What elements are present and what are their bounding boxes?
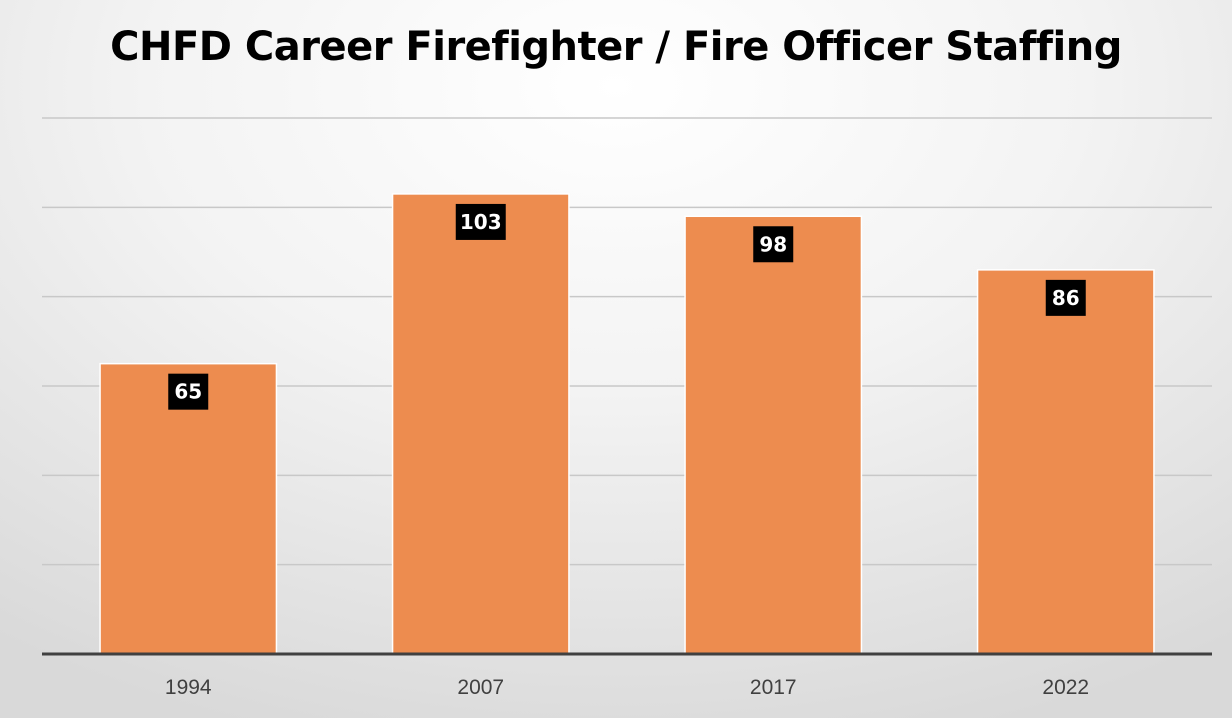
data-label-text: 65 [174,380,202,404]
bar [684,215,863,655]
x-tick-label: 1994 [165,676,212,699]
x-tick-label: 2007 [457,676,504,699]
chart-title: CHFD Career Firefighter / Fire Officer S… [110,24,1122,70]
data-label: 65 [168,373,209,410]
data-label-text: 103 [460,210,502,234]
bar [391,193,570,655]
data-label-text: 86 [1052,286,1080,310]
data-label-box [1045,279,1086,316]
bar [99,362,278,655]
bars [99,193,1155,655]
data-label-box [168,373,209,410]
data-label: 98 [753,226,794,263]
data-labels: 65 103 98 86 [168,203,1086,410]
x-tick-labels: 1994 2007 2017 2022 [165,676,1089,699]
data-label-text: 98 [759,232,787,256]
data-label: 86 [1045,279,1086,316]
data-label-box [455,203,506,240]
x-tick-label: 2017 [750,676,797,699]
bar [976,269,1155,655]
data-label-box [753,226,794,263]
data-label: 103 [455,203,506,240]
x-tick-label: 2022 [1042,676,1089,699]
